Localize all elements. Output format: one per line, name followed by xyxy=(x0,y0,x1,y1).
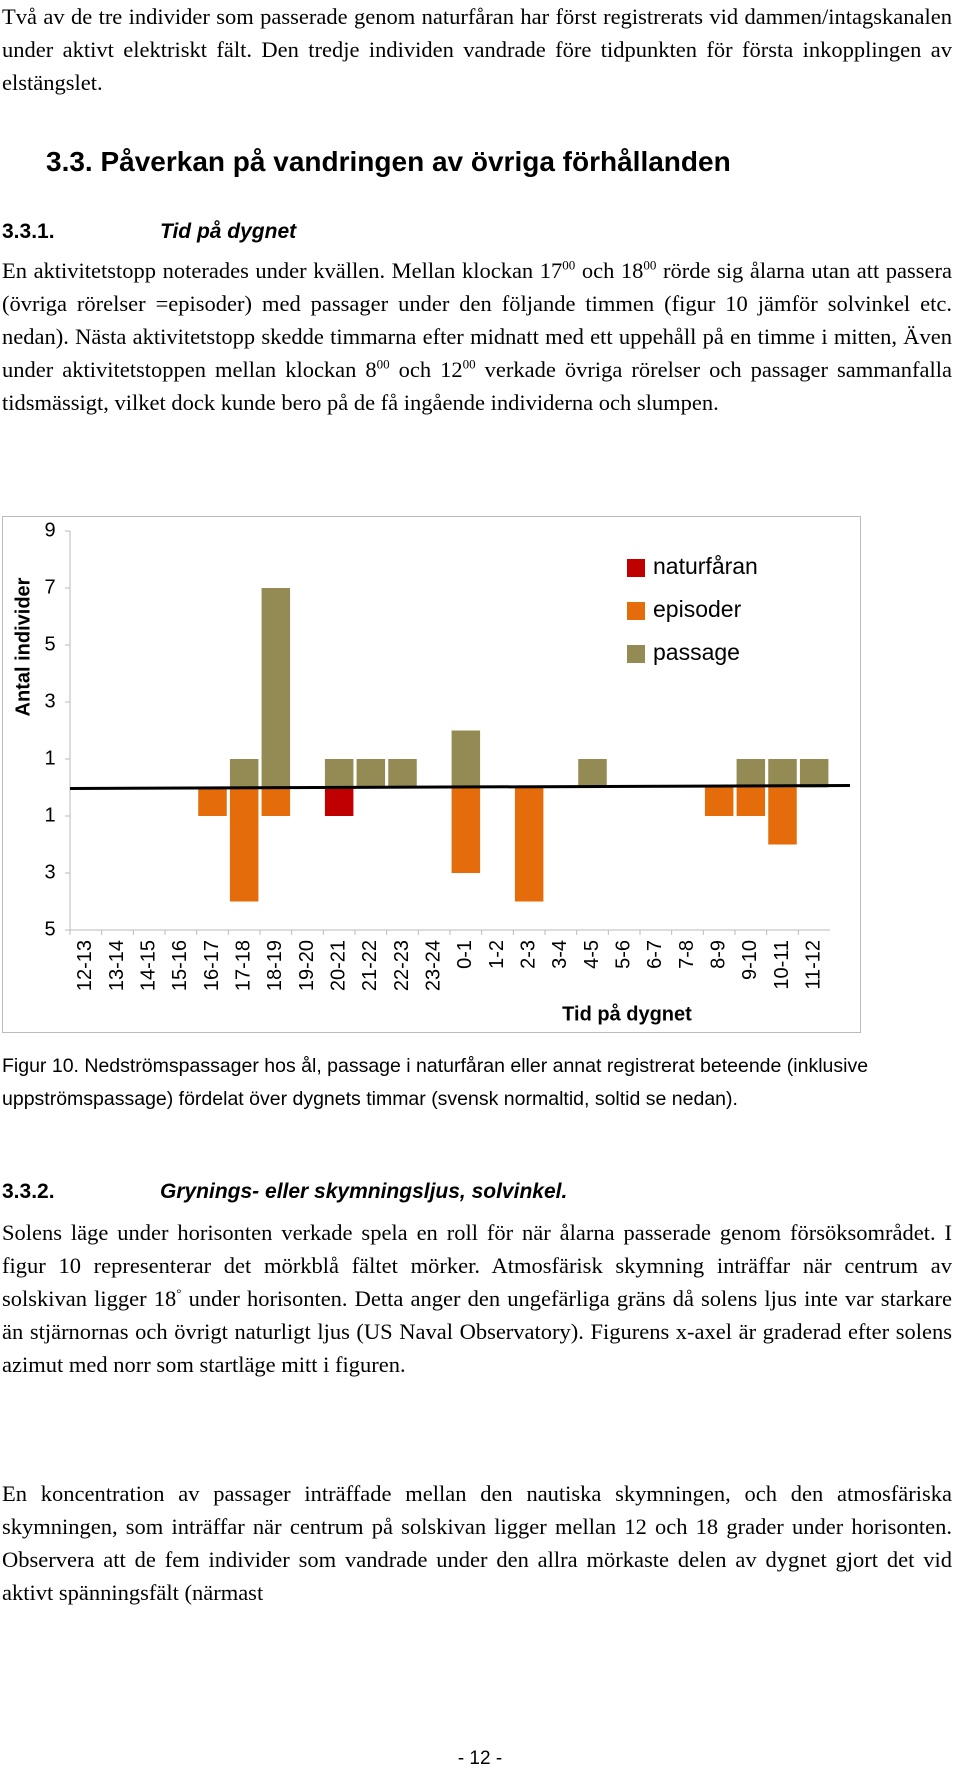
y-tick-label: 5 xyxy=(44,918,55,940)
y-tick-label: 9 xyxy=(44,519,55,541)
bar xyxy=(451,787,481,873)
text: En aktivitetstopp noterades under kvälle… xyxy=(2,258,563,283)
subsection-heading: 3.3.1. Tid på dygnet xyxy=(2,220,952,244)
superscript: ° xyxy=(176,1285,182,1301)
heading-number: 3.3.2. xyxy=(2,1180,55,1203)
paragraph: Solens läge under horisonten verkade spe… xyxy=(2,1216,952,1381)
bar xyxy=(324,759,354,788)
bar xyxy=(736,787,766,816)
bar xyxy=(768,787,797,845)
y-tick-label: 3 xyxy=(44,690,55,712)
bar xyxy=(229,787,259,902)
heading-text: Grynings- eller skymningsljus, solvinkel… xyxy=(160,1180,568,1203)
bar xyxy=(578,759,607,788)
legend-label: naturfåran xyxy=(653,553,758,579)
y-tick-label: 5 xyxy=(44,633,55,655)
x-tick-label: 10-11 xyxy=(771,940,793,990)
superscript: 00 xyxy=(376,356,390,372)
heading-number: 3.3.1. xyxy=(2,220,55,243)
bar xyxy=(451,730,481,788)
x-tick-label: 12-13 xyxy=(74,940,96,991)
x-tick-label: 21-22 xyxy=(359,940,381,991)
legend-swatch xyxy=(627,602,645,620)
legend-swatch xyxy=(627,559,645,577)
x-tick-label: 3-4 xyxy=(549,940,571,969)
bar xyxy=(704,787,734,816)
chart: Antal individer Tid på dygnet 9 7 5 3 1 1 3 5 12… xyxy=(2,516,861,1033)
legend-label: passage xyxy=(653,639,740,665)
x-tick-label: 18-19 xyxy=(264,940,286,991)
bar xyxy=(198,787,227,816)
bar xyxy=(388,759,417,788)
paragraph: Två av de tre individer som passerade ge… xyxy=(2,4,952,95)
bar xyxy=(736,759,766,788)
text: Solens läge under horisonten verkade spe… xyxy=(2,1220,952,1311)
heading-text: Påverkan på vandringen av övriga förhåll… xyxy=(100,146,731,177)
x-tick-label: 17-18 xyxy=(232,940,254,991)
x-tick-label: 5-6 xyxy=(612,940,634,969)
section-heading: 3.3. Påverkan på vandringen av övriga fö… xyxy=(46,146,960,178)
bar xyxy=(261,588,291,788)
text: och 12 xyxy=(389,357,463,382)
x-tick-label: 1-2 xyxy=(486,940,508,969)
bar xyxy=(324,787,354,816)
y-tick-label: 1 xyxy=(44,747,55,769)
bar xyxy=(514,787,544,902)
superscript: 00 xyxy=(562,257,576,273)
x-tick-label: 6-7 xyxy=(644,940,666,969)
x-tick-label: 7-8 xyxy=(676,940,698,969)
y-tick-label: 1 xyxy=(44,804,55,826)
text: och 18 xyxy=(575,258,644,283)
x-tick-label: 15-16 xyxy=(169,940,191,991)
x-tick-label: 14-15 xyxy=(137,940,159,991)
baseline xyxy=(69,784,851,790)
x-tick-label: 20-21 xyxy=(327,940,349,991)
superscript: 00 xyxy=(462,356,476,372)
figure-caption: Figur 10. Nedströmspassager hos ål, pass… xyxy=(2,1055,869,1110)
x-tick-label: 9-10 xyxy=(739,940,761,980)
text: verkade övriga rörelser och passager sam… xyxy=(2,357,952,415)
x-tick-label: 19-20 xyxy=(296,940,318,991)
y-tick-label: 3 xyxy=(44,861,55,883)
x-axis-label: Tid på dygnet xyxy=(562,1002,692,1025)
y-axis-label: Antal individer xyxy=(12,577,34,716)
y-tick-label: 7 xyxy=(44,576,55,598)
x-tick-label: 23-24 xyxy=(422,940,444,991)
heading-text: Tid på dygnet xyxy=(160,220,297,243)
x-tick-label: 8-9 xyxy=(707,940,729,969)
x-tick-label: 4-5 xyxy=(581,940,603,969)
chart-frame xyxy=(2,516,861,1033)
x-tick-label: 0-1 xyxy=(454,940,476,969)
page-number: - 12 - xyxy=(457,1748,503,1769)
x-tick-label: 11-12 xyxy=(802,940,824,990)
text: rörde sig ålarna utan att passera (övrig… xyxy=(2,258,952,382)
bar xyxy=(768,759,797,788)
x-tick-label: 16-17 xyxy=(201,940,223,991)
paragraph: En koncentration av passager inträffade … xyxy=(2,1481,952,1605)
legend-swatch xyxy=(627,645,645,663)
superscript: 00 xyxy=(643,257,657,273)
legend-label: episoder xyxy=(653,596,742,622)
x-tick-label: 22-23 xyxy=(391,940,413,991)
bar xyxy=(229,759,259,788)
bar xyxy=(261,787,291,816)
x-tick-label: 2-3 xyxy=(517,940,539,969)
x-tick-label: 13-14 xyxy=(106,940,128,991)
subsection-heading: 3.3.2. Grynings- eller skymningsljus, sol… xyxy=(2,1180,952,1204)
bar xyxy=(356,759,386,788)
heading-number: 3.3. xyxy=(46,146,93,177)
text: under horisonten. Detta anger den ungefä… xyxy=(2,1286,952,1377)
paragraph: En aktivitetstopp noterades under kvälle… xyxy=(2,254,952,419)
bar xyxy=(799,759,829,788)
